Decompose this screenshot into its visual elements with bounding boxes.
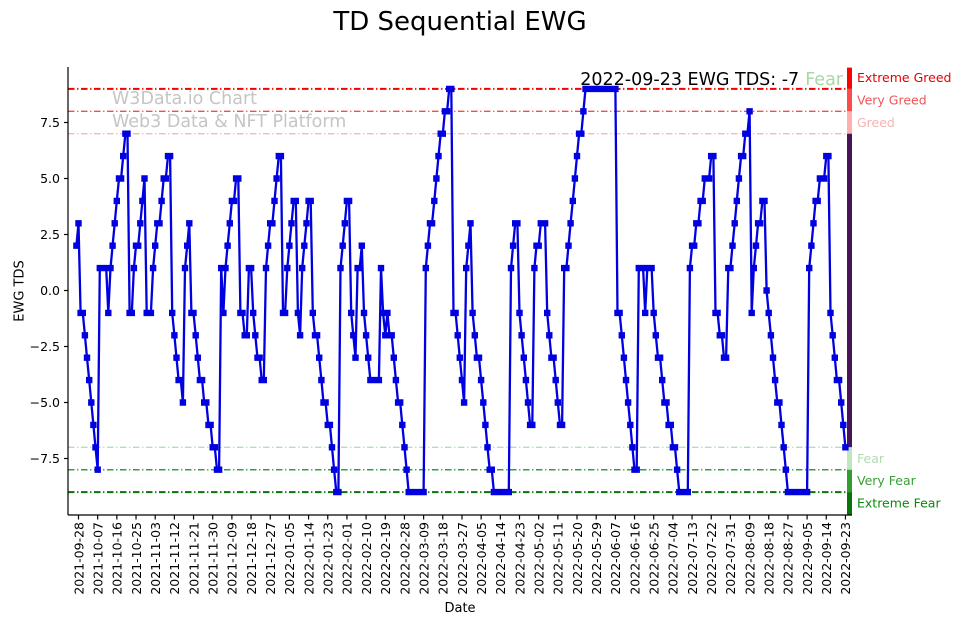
zone-label: Very Fear <box>857 473 917 488</box>
x-tick-label: 2022-07-22 <box>704 522 719 595</box>
watermark-line2: Web3 Data & NFT Platform <box>112 112 347 132</box>
watermark: W3Data.io Chart Web3 Data & NFT Platform <box>112 88 346 134</box>
x-tick-label: 2022-01-14 <box>301 522 316 595</box>
x-tick-label: 2022-02-19 <box>378 522 393 595</box>
x-tick-label: 2022-03-27 <box>455 522 470 595</box>
x-tick-label: 2022-09-23 <box>838 522 853 595</box>
y-tick-label: −5.0 <box>30 395 60 410</box>
x-tick-label: 2022-04-05 <box>474 522 489 595</box>
zone-label: Extreme Greed <box>857 70 951 85</box>
zone-label: Very Greed <box>857 92 927 107</box>
x-tick-label: 2022-02-28 <box>397 522 412 595</box>
zone-bar-segment <box>847 111 852 134</box>
x-tick-label: 2022-05-29 <box>589 522 604 595</box>
x-tick-label: 2022-04-23 <box>512 522 527 595</box>
y-tick-label: 7.5 <box>40 115 60 130</box>
y-tick-label: 2.5 <box>40 227 60 242</box>
zone-bar-segment <box>847 492 852 515</box>
tds-series-markers <box>73 85 849 496</box>
x-tick-label: 2021-12-27 <box>263 522 278 595</box>
zone-bar-segment <box>847 133 852 448</box>
x-tick-label: 2021-11-21 <box>186 522 201 595</box>
x-tick-label: 2021-11-03 <box>148 522 163 595</box>
zone-label: Extreme Fear <box>857 496 941 511</box>
page-title: TD Sequential EWG <box>333 7 587 37</box>
zone-bar-segment <box>847 67 852 89</box>
x-tick-label: 2022-08-09 <box>742 522 757 595</box>
x-tick-label: 2022-05-02 <box>531 522 546 595</box>
x-tick-label: 2021-10-25 <box>129 522 144 595</box>
x-tick-label: 2022-08-27 <box>781 522 796 595</box>
x-tick-label: 2022-04-14 <box>493 522 508 595</box>
y-tick-label: 5.0 <box>40 171 60 186</box>
y-tick-label: 0.0 <box>40 283 60 298</box>
x-tick-label: 2022-03-09 <box>416 522 431 595</box>
x-tick-label: 2022-07-13 <box>685 522 700 595</box>
x-tick-label: 2021-12-18 <box>244 522 259 595</box>
x-tick-label: 2022-09-14 <box>819 522 834 595</box>
zone-label: Greed <box>857 115 895 130</box>
x-tick-label: 2021-09-28 <box>71 522 86 595</box>
y-tick-label: −2.5 <box>30 339 60 354</box>
x-tick-label: 2022-01-05 <box>282 522 297 595</box>
x-tick-label: 2022-06-07 <box>608 522 623 595</box>
x-tick-label: 2022-06-16 <box>627 522 642 595</box>
x-tick-label: 2022-02-01 <box>340 522 355 595</box>
x-axis-title: Date <box>444 601 476 616</box>
x-tick-label: 2022-09-05 <box>800 522 815 595</box>
x-tick-label: 2022-03-18 <box>436 522 451 595</box>
zone-label: Fear <box>857 451 885 466</box>
zone-bar-segment <box>847 469 852 493</box>
x-tick-label: 2021-11-12 <box>167 522 182 595</box>
x-tick-label: 2021-10-16 <box>110 522 125 595</box>
x-tick-label: 2022-05-20 <box>570 522 585 595</box>
annotation-status-label: Fear <box>805 70 843 90</box>
annotation-text: 2022-09-23 EWG TDS: -7 <box>580 70 800 90</box>
zone-bar-segment <box>847 447 852 470</box>
x-tick-label: 2022-06-25 <box>647 522 662 595</box>
y-tick-label: −7.5 <box>30 451 60 466</box>
x-tick-label: 2022-01-23 <box>321 522 336 595</box>
x-tick-label: 2022-07-04 <box>666 522 681 595</box>
x-tick-label: 2022-07-31 <box>723 522 738 595</box>
latest-value-annotation: 2022-09-23 EWG TDS: -7 Fear <box>580 70 843 90</box>
x-tick-label: 2022-08-18 <box>762 522 777 595</box>
zone-bar-segment <box>847 88 852 112</box>
x-tick-label: 2021-10-07 <box>90 522 105 595</box>
watermark-line1: W3Data.io Chart <box>112 89 258 109</box>
tds-line-series <box>75 87 847 494</box>
x-tick-label: 2021-12-09 <box>225 522 240 595</box>
x-tick-label: 2022-05-11 <box>551 522 566 595</box>
x-tick-label: 2022-02-10 <box>359 522 374 595</box>
x-tick-label: 2021-11-30 <box>206 522 221 595</box>
